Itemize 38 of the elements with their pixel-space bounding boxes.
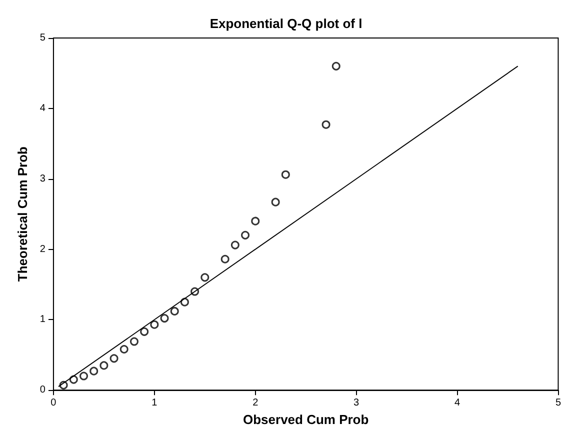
point [110, 354, 118, 363]
point [100, 361, 108, 370]
y-tick-label: 0 [40, 384, 46, 396]
x-axis-title: Observed Cum Prob [242, 412, 369, 427]
point [130, 337, 138, 346]
y-tick-label: 5 [40, 32, 46, 44]
point [230, 240, 240, 250]
point [271, 198, 280, 206]
point [69, 375, 78, 384]
point [322, 120, 330, 129]
point [200, 273, 210, 282]
y-tick-label: 1 [40, 314, 46, 326]
point [190, 287, 200, 296]
x-tick-label: 3 [354, 398, 360, 409]
x-tick-label: 2 [252, 398, 259, 409]
x-tick-label: 0 [50, 398, 57, 409]
point [281, 170, 290, 179]
point [160, 314, 169, 323]
x-tick-label: 4 [454, 398, 460, 409]
point [220, 254, 230, 264]
y-tick-label: 2 [40, 244, 46, 255]
point [180, 298, 189, 306]
y-tick-label: 4 [40, 102, 46, 114]
y-axis-title: Theoretical Cum Prob [15, 146, 30, 282]
x-tick-label: 1 [152, 398, 158, 409]
point [59, 380, 68, 390]
point [170, 306, 179, 316]
point [241, 230, 250, 240]
point [251, 216, 260, 226]
point [140, 327, 149, 336]
chart-title: Exponential Q-Q plot of l [210, 16, 362, 31]
point [332, 62, 340, 70]
x-tick-label: 5 [555, 398, 562, 409]
point [80, 372, 88, 380]
point [120, 345, 128, 354]
point [150, 320, 159, 329]
point [90, 366, 98, 376]
y-tick-label: 3 [40, 173, 46, 184]
